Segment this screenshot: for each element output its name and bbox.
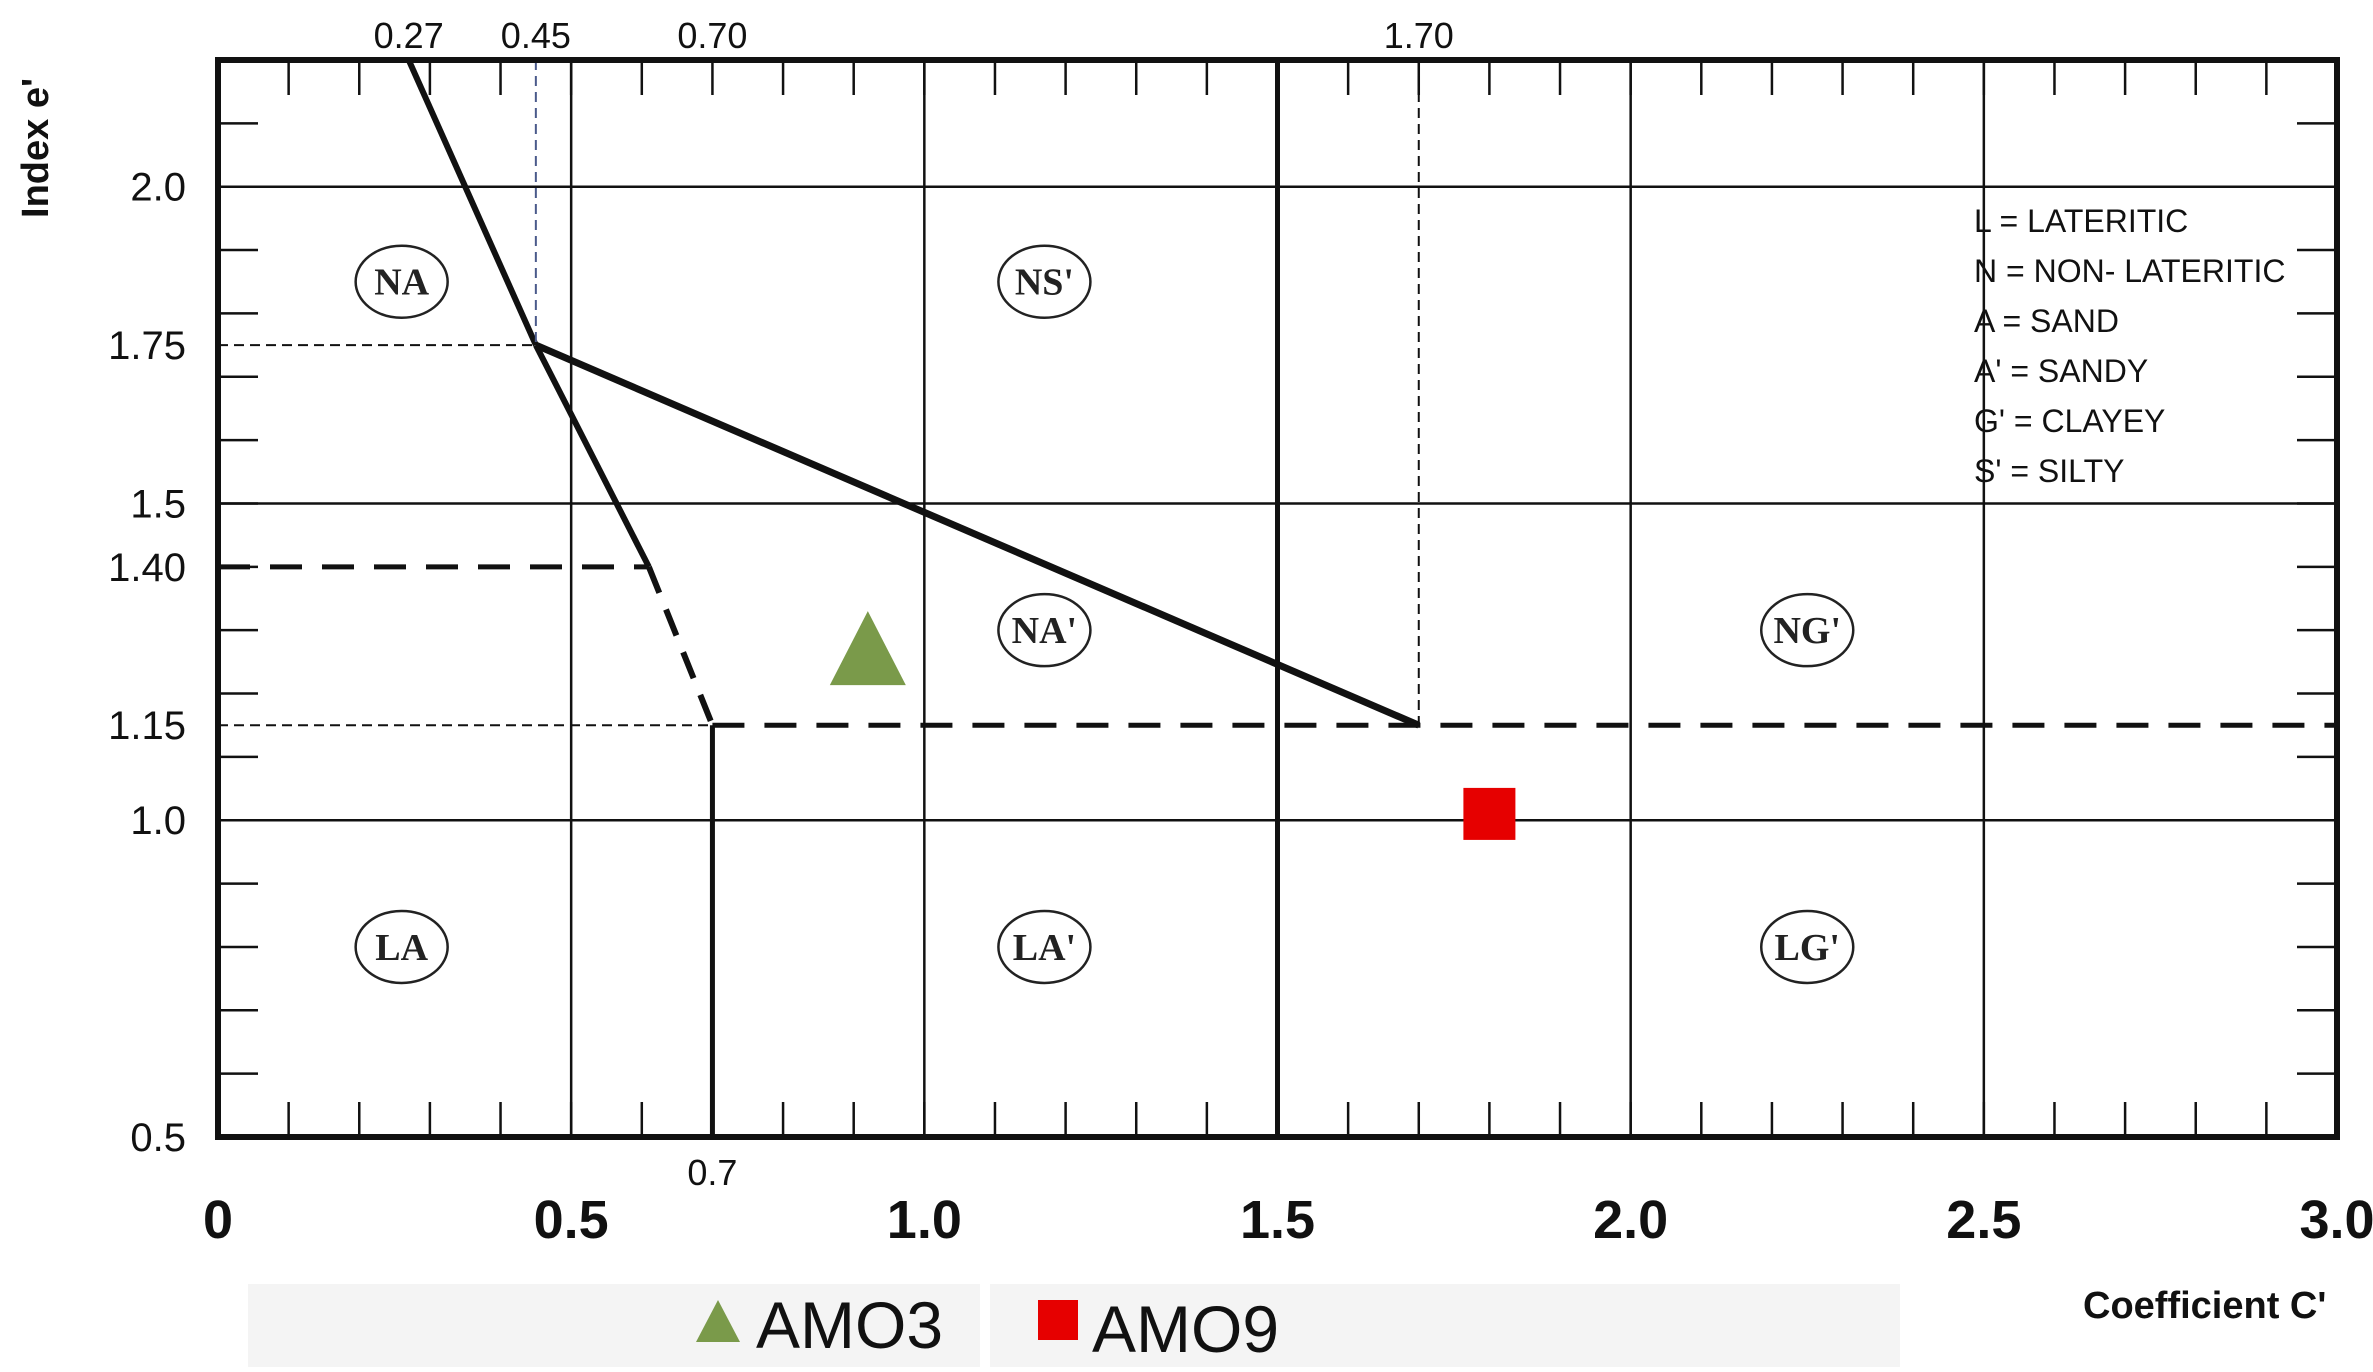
- y-tick-label: 1.0: [130, 799, 186, 843]
- zone-ellipse: [1760, 909, 1855, 985]
- zone-label: LG': [1775, 927, 1840, 969]
- zone-label: NA': [1012, 610, 1077, 652]
- zone-ellipse: [997, 592, 1092, 668]
- zone-label: NS': [1015, 262, 1074, 304]
- boundary-diagonal: [534, 341, 1421, 729]
- zone-label: LA: [375, 927, 428, 969]
- zone-ellipse: [997, 244, 1092, 319]
- x-axis-title: Coefficient C': [2083, 1285, 2326, 1327]
- boundary-steep-dashed: [646, 565, 716, 727]
- bottom-extra-label: 0.7: [687, 1152, 737, 1193]
- key-entry: A = SAND: [1974, 303, 2119, 339]
- point-amo9: [1463, 787, 1516, 840]
- x-tick-label: 2.5: [1946, 1190, 2021, 1250]
- top-tick-label: 0.70: [677, 15, 747, 56]
- zone-label: NA: [374, 262, 429, 304]
- legend-panel-right: [990, 1284, 1900, 1367]
- legend-panel-left: [248, 1284, 980, 1367]
- y-tick-label: 1.15: [108, 704, 186, 748]
- key-entry: S' = SILTY: [1974, 453, 2124, 489]
- key-entry: N = NON- LATERITIC: [1974, 253, 2285, 289]
- key-entry: A' = SANDY: [1974, 353, 2148, 389]
- key-entry: L = LATERITIC: [1974, 203, 2188, 239]
- x-tick-label: 1.5: [1240, 1190, 1315, 1250]
- key-entry: G' = CLAYEY: [1974, 403, 2165, 439]
- plot-frame: [215, 57, 2340, 1140]
- zone-ellipse: [354, 909, 449, 985]
- y-tick-label: 1.5: [130, 482, 186, 526]
- top-tick-label: 0.27: [374, 15, 444, 56]
- zone-label: NG': [1773, 610, 1841, 652]
- x-tick-label: 1.0: [887, 1190, 962, 1250]
- y-tick-label: 1.40: [108, 546, 186, 590]
- top-tick-label: 0.45: [501, 15, 571, 56]
- point-amo3: [829, 611, 906, 686]
- x-tick-label: 2.0: [1593, 1190, 1668, 1250]
- x-tick-label: 0: [203, 1190, 233, 1250]
- boundary-steep-lower: [533, 343, 652, 569]
- x-tick-label: 0.5: [534, 1190, 609, 1250]
- y-tick-label: 1.75: [108, 324, 186, 368]
- x-tick-label: 3.0: [2299, 1190, 2373, 1250]
- zone-label: LA': [1013, 927, 1076, 969]
- legend-marker-amo3: [696, 1300, 740, 1342]
- legend-label-amo9: AMO9: [1092, 1292, 1279, 1366]
- zone-ellipse: [997, 909, 1092, 985]
- boundary-steep-upper: [405, 58, 539, 347]
- y-tick-label: 2.0: [130, 166, 186, 210]
- zone-ellipse: [354, 244, 449, 319]
- y-tick-label: 0.5: [130, 1116, 186, 1160]
- top-tick-label: 1.70: [1384, 15, 1454, 56]
- legend-marker-amo9: [1038, 1300, 1078, 1340]
- legend-label-amo3: AMO3: [756, 1288, 943, 1362]
- y-axis-title: Index e': [15, 78, 57, 218]
- zone-ellipse: [1760, 592, 1855, 668]
